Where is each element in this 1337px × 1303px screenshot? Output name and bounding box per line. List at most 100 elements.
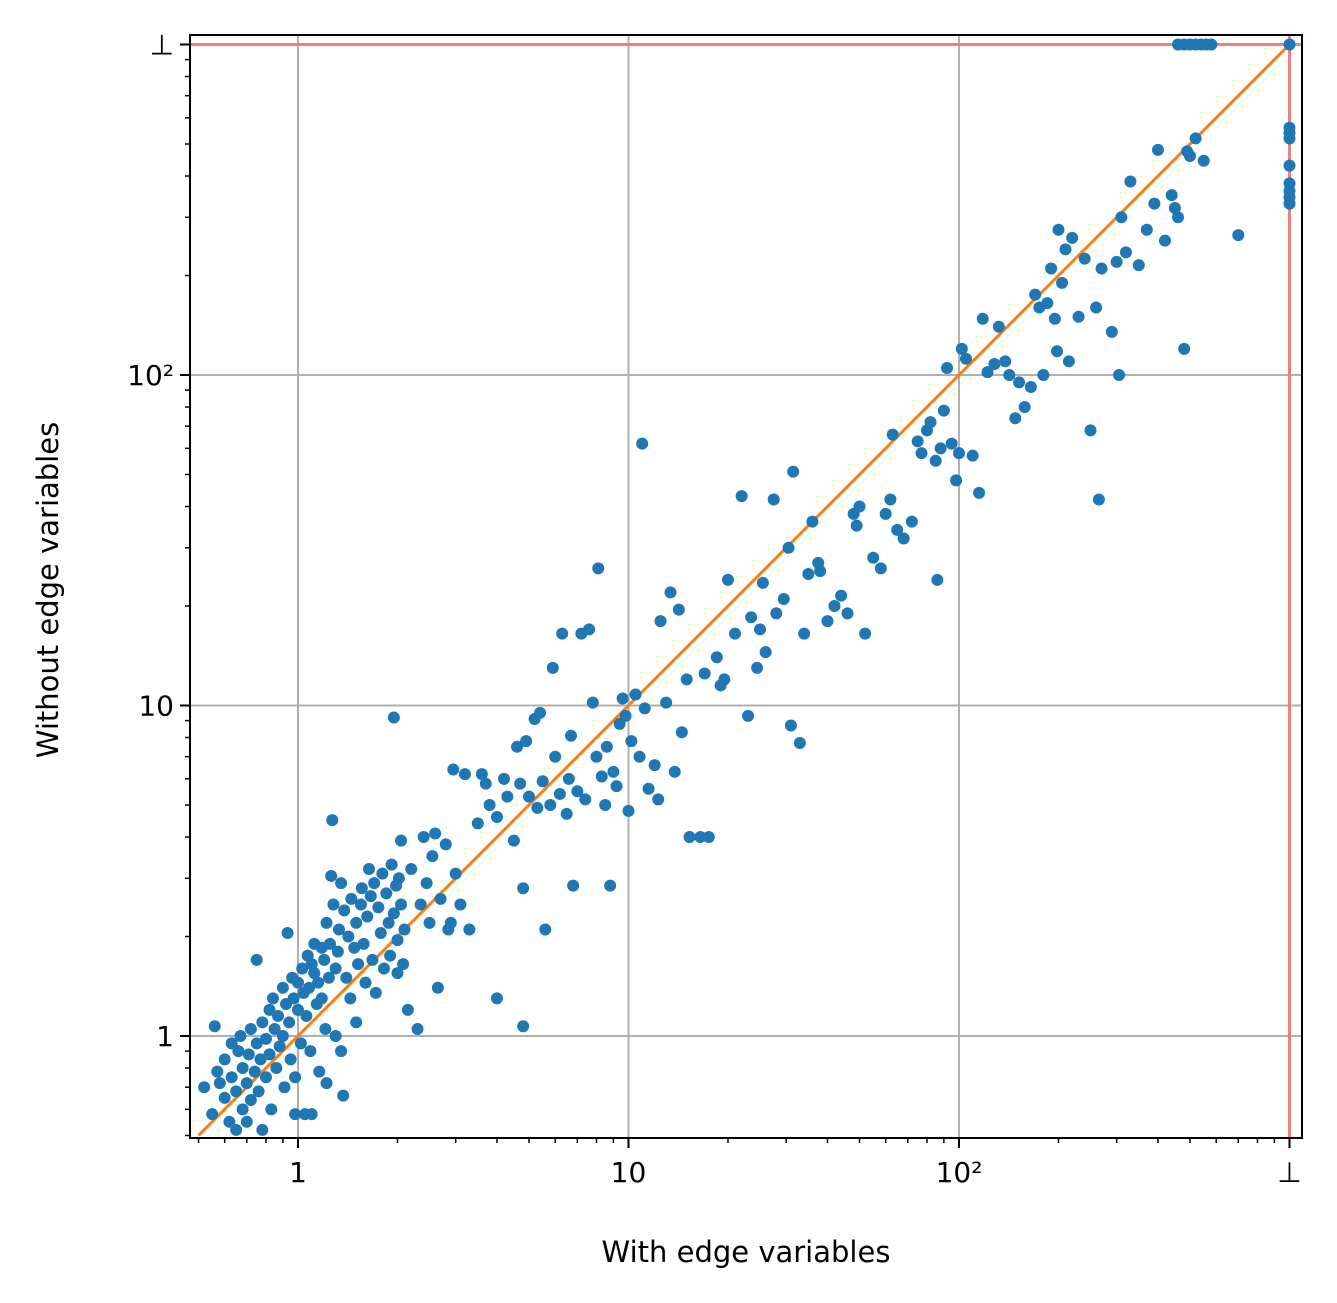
- data-point: [1283, 38, 1296, 51]
- data-point: [401, 1003, 414, 1016]
- data-point: [886, 428, 899, 441]
- data-point: [562, 772, 575, 785]
- data-point: [335, 877, 348, 890]
- data-point: [405, 863, 418, 876]
- data-point: [850, 519, 863, 532]
- data-point: [619, 709, 632, 722]
- data-point: [340, 971, 353, 984]
- data-point: [1045, 262, 1058, 275]
- y-tick-label: ⊥: [150, 29, 174, 62]
- data-point: [348, 941, 361, 954]
- data-point: [1189, 132, 1202, 145]
- data-point: [633, 750, 646, 763]
- axis-ticks: [180, 43, 1291, 1148]
- data-point: [680, 673, 693, 686]
- data-point: [1119, 246, 1132, 259]
- data-point: [929, 454, 942, 467]
- data-point: [392, 872, 405, 885]
- data-point: [1051, 345, 1064, 358]
- data-point: [308, 967, 321, 980]
- data-point: [1132, 259, 1145, 272]
- data-point: [304, 1045, 317, 1058]
- data-point: [289, 1071, 302, 1084]
- data-point: [672, 603, 685, 616]
- data-point: [544, 798, 557, 811]
- data-point: [411, 1022, 424, 1035]
- data-point: [604, 879, 617, 892]
- data-point: [742, 709, 755, 722]
- data-point: [1052, 223, 1065, 236]
- y-tick-label: 10: [138, 690, 174, 723]
- data-point: [248, 1065, 261, 1078]
- data-point: [318, 953, 331, 966]
- data-point: [361, 910, 374, 923]
- data-point: [767, 493, 780, 506]
- data-point: [599, 798, 612, 811]
- data-point: [479, 777, 492, 790]
- data-point: [1092, 493, 1105, 506]
- data-point: [331, 945, 344, 958]
- data-point: [1178, 342, 1191, 355]
- data-point: [385, 858, 398, 871]
- data-point: [1113, 369, 1126, 381]
- data-point: [1090, 301, 1103, 314]
- data-point: [648, 759, 661, 772]
- data-point: [320, 916, 333, 929]
- data-point: [625, 735, 638, 748]
- data-point: [276, 981, 289, 994]
- data-point: [638, 702, 651, 715]
- data-point: [417, 831, 430, 844]
- data-point: [236, 1103, 249, 1116]
- data-point: [355, 882, 368, 895]
- data-point: [571, 785, 584, 798]
- data-point: [395, 898, 408, 911]
- data-point: [391, 934, 404, 947]
- data-point: [289, 1108, 302, 1121]
- data-point: [1283, 132, 1296, 145]
- data-point: [332, 923, 345, 936]
- data-point: [636, 437, 649, 450]
- data-point: [702, 831, 715, 844]
- data-point: [447, 763, 460, 776]
- data-point: [296, 962, 309, 975]
- data-point: [556, 627, 569, 640]
- data-point: [263, 1003, 276, 1016]
- data-point: [1148, 197, 1161, 210]
- data-point: [319, 1022, 332, 1035]
- data-point: [1078, 252, 1091, 265]
- data-point: [592, 562, 605, 575]
- data-point: [553, 787, 566, 800]
- data-point: [283, 1016, 296, 1029]
- data-point: [756, 576, 769, 589]
- y-tick-label: 10²: [127, 359, 174, 392]
- data-point: [828, 600, 841, 613]
- data-point: [265, 1103, 278, 1116]
- data-point: [391, 967, 404, 980]
- data-point: [232, 1045, 245, 1058]
- data-point: [583, 623, 596, 636]
- data-point: [213, 1077, 226, 1090]
- data-point: [539, 923, 552, 936]
- data-point: [490, 992, 503, 1005]
- data-point: [523, 790, 536, 803]
- data-point: [683, 831, 696, 844]
- data-point: [934, 442, 947, 455]
- data-point: [225, 1037, 238, 1050]
- data-point: [937, 404, 950, 417]
- data-point: [1205, 38, 1218, 51]
- data-point: [312, 976, 325, 989]
- data-point: [329, 962, 342, 975]
- data-point: [793, 737, 806, 750]
- data-point: [668, 765, 681, 778]
- data-point: [600, 740, 613, 753]
- x-tick-label: 10: [611, 1156, 647, 1189]
- data-point: [1232, 229, 1245, 242]
- data-point: [787, 465, 800, 478]
- data-point: [1095, 262, 1108, 275]
- data-point: [1018, 401, 1031, 414]
- data-point: [710, 651, 723, 664]
- data-point: [368, 877, 381, 890]
- data-point: [338, 904, 351, 917]
- data-point: [244, 1094, 257, 1107]
